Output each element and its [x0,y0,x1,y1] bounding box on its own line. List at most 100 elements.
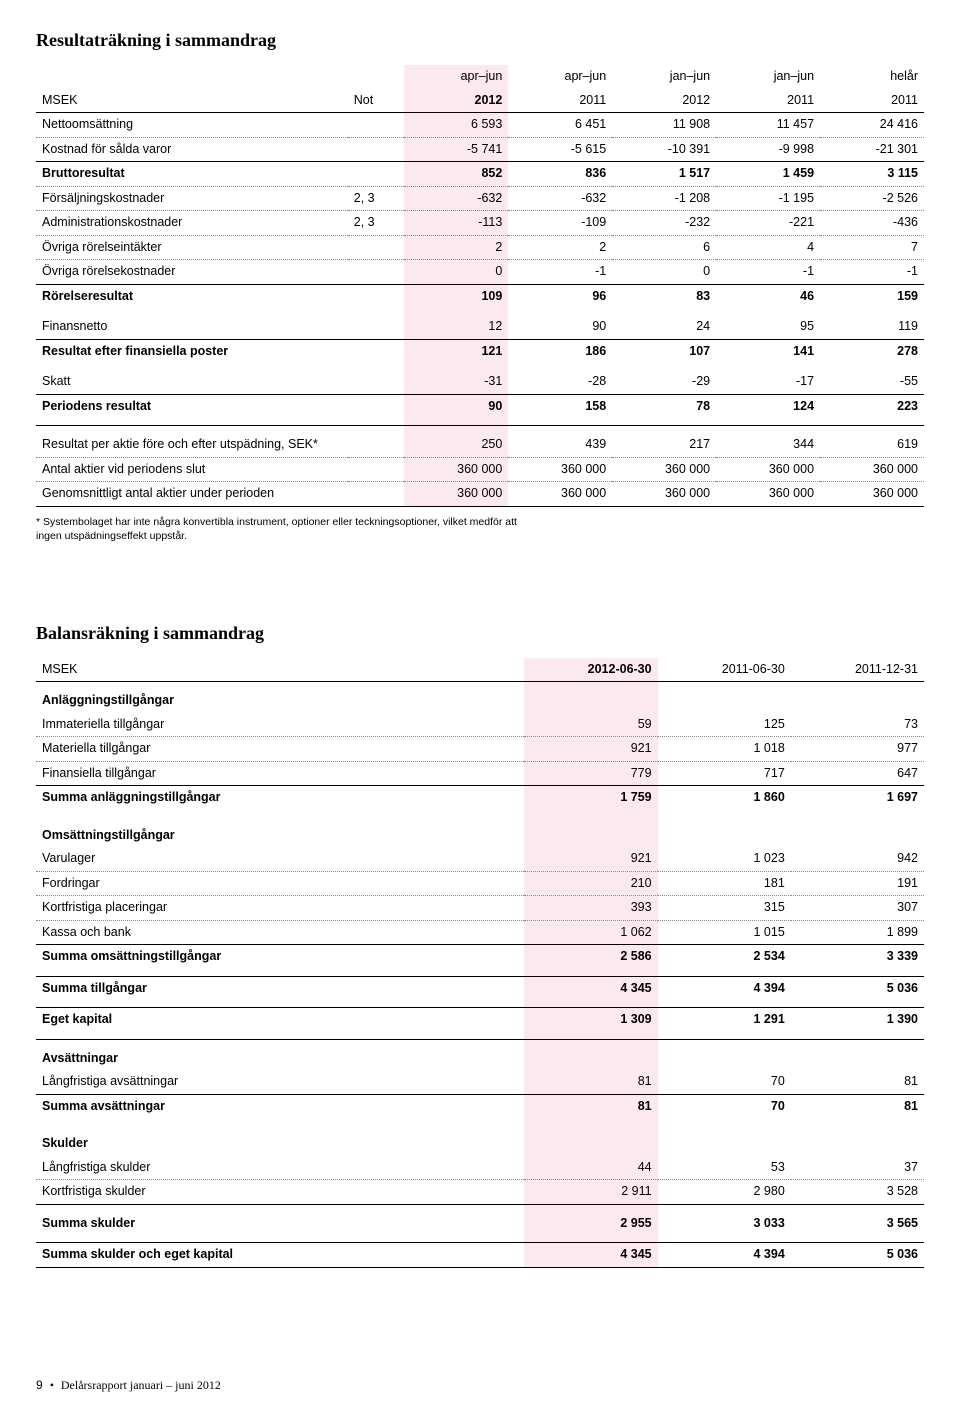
balance-header-3: 2011-12-31 [791,658,924,682]
balance-cell: 210 [524,871,657,896]
income-cell: 6 593 [404,113,508,138]
balance-cell: 1 023 [658,847,791,871]
balance-cell: 315 [658,896,791,921]
income-cell: 439 [508,426,612,458]
balance-cell: 2 980 [658,1180,791,1205]
balance-cell: 191 [791,871,924,896]
income-header1-5: jan–jun [716,65,820,89]
income-cell: 360 000 [404,482,508,507]
balance-cell: 2 586 [524,945,657,977]
income-header1-4: jan–jun [612,65,716,89]
income-cell: -113 [404,211,508,236]
income-cell: 836 [508,162,612,187]
balance-section: Skulder [36,1125,524,1156]
income-cell: 96 [508,284,612,315]
income-cell: -632 [404,186,508,211]
income-cell: -55 [820,370,924,394]
income-table: apr–junapr–junjan–junjan–junhelårMSEKNot… [36,65,924,507]
income-cell: 119 [820,315,924,339]
balance-cell: 2 534 [658,945,791,977]
balance-cell: 4 345 [524,976,657,1008]
balance-cell: 1 309 [524,1008,657,1040]
balance-cell: 53 [658,1156,791,1180]
balance-cell: 977 [791,737,924,762]
income-cell: 360 000 [820,482,924,507]
income-cell: 12 [404,315,508,339]
income-row-label: Försäljningskostnader [36,186,348,211]
page-number: 9 [36,1378,43,1392]
balance-row-label: Varulager [36,847,524,871]
income-cell: 46 [716,284,820,315]
income-row-note [348,482,405,507]
income-cell: -1 [508,260,612,285]
income-cell: 6 451 [508,113,612,138]
income-cell: 1 459 [716,162,820,187]
balance-row-label: Summa skulder och eget kapital [36,1243,524,1268]
balance-row-label: Långfristiga skulder [36,1156,524,1180]
income-cell: 7 [820,235,924,260]
balance-row-label: Materiella tillgångar [36,737,524,762]
balance-cell: 4 394 [658,1243,791,1268]
income-header2-0: MSEK [36,89,348,113]
balance-cell: 779 [524,761,657,786]
income-cell: 6 [612,235,716,260]
income-cell: 4 [716,235,820,260]
income-row-note [348,370,405,394]
income-cell: -5 741 [404,137,508,162]
income-cell: 360 000 [404,457,508,482]
income-cell: 360 000 [716,457,820,482]
balance-row-label: Eget kapital [36,1008,524,1040]
income-cell: 619 [820,426,924,458]
income-cell: 360 000 [508,482,612,507]
income-row-label: Skatt [36,370,348,394]
balance-section: Avsättningar [36,1039,524,1070]
balance-row-label: Summa tillgångar [36,976,524,1008]
balance-cell: 37 [791,1156,924,1180]
income-cell: 360 000 [612,457,716,482]
income-cell: -29 [612,370,716,394]
balance-cell: 921 [524,847,657,871]
income-row-note: 2, 3 [348,186,405,211]
income-cell: 250 [404,426,508,458]
income-row-note [348,457,405,482]
income-row-note [348,260,405,285]
income-cell: 78 [612,394,716,426]
balance-cell: 3 033 [658,1204,791,1243]
balance-cell: 647 [791,761,924,786]
balance-cell: 4 345 [524,1243,657,1268]
income-header2-4: 2012 [612,89,716,113]
income-cell: 107 [612,339,716,370]
balance-cell: 393 [524,896,657,921]
income-cell: 159 [820,284,924,315]
income-cell: 0 [612,260,716,285]
income-row-label: Kostnad för sålda varor [36,137,348,162]
income-cell: 95 [716,315,820,339]
page-footer: 9 • Delårsrapport januari – juni 2012 [36,1378,924,1393]
income-row-note: 2, 3 [348,211,405,236]
income-cell: 11 457 [716,113,820,138]
income-cell: 121 [404,339,508,370]
balance-cell: 1 759 [524,786,657,817]
income-cell: 360 000 [716,482,820,507]
income-row-note [348,394,405,426]
income-header1-3: apr–jun [508,65,612,89]
income-cell: 2 [404,235,508,260]
income-cell: 852 [404,162,508,187]
income-cell: 11 908 [612,113,716,138]
balance-cell: 1 899 [791,920,924,945]
income-header2-2: 2012 [404,89,508,113]
income-row-label: Administrationskostnader [36,211,348,236]
income-cell: 360 000 [508,457,612,482]
income-cell: 344 [716,426,820,458]
income-cell: -2 526 [820,186,924,211]
balance-row-label: Fordringar [36,871,524,896]
income-row-label: Periodens resultat [36,394,348,426]
income-row-note [348,284,405,315]
balance-cell: 1 697 [791,786,924,817]
balance-row-label: Finansiella tillgångar [36,761,524,786]
income-cell: 124 [716,394,820,426]
balance-cell: 1 860 [658,786,791,817]
income-cell: -232 [612,211,716,236]
balance-cell: 181 [658,871,791,896]
income-header1-2: apr–jun [404,65,508,89]
